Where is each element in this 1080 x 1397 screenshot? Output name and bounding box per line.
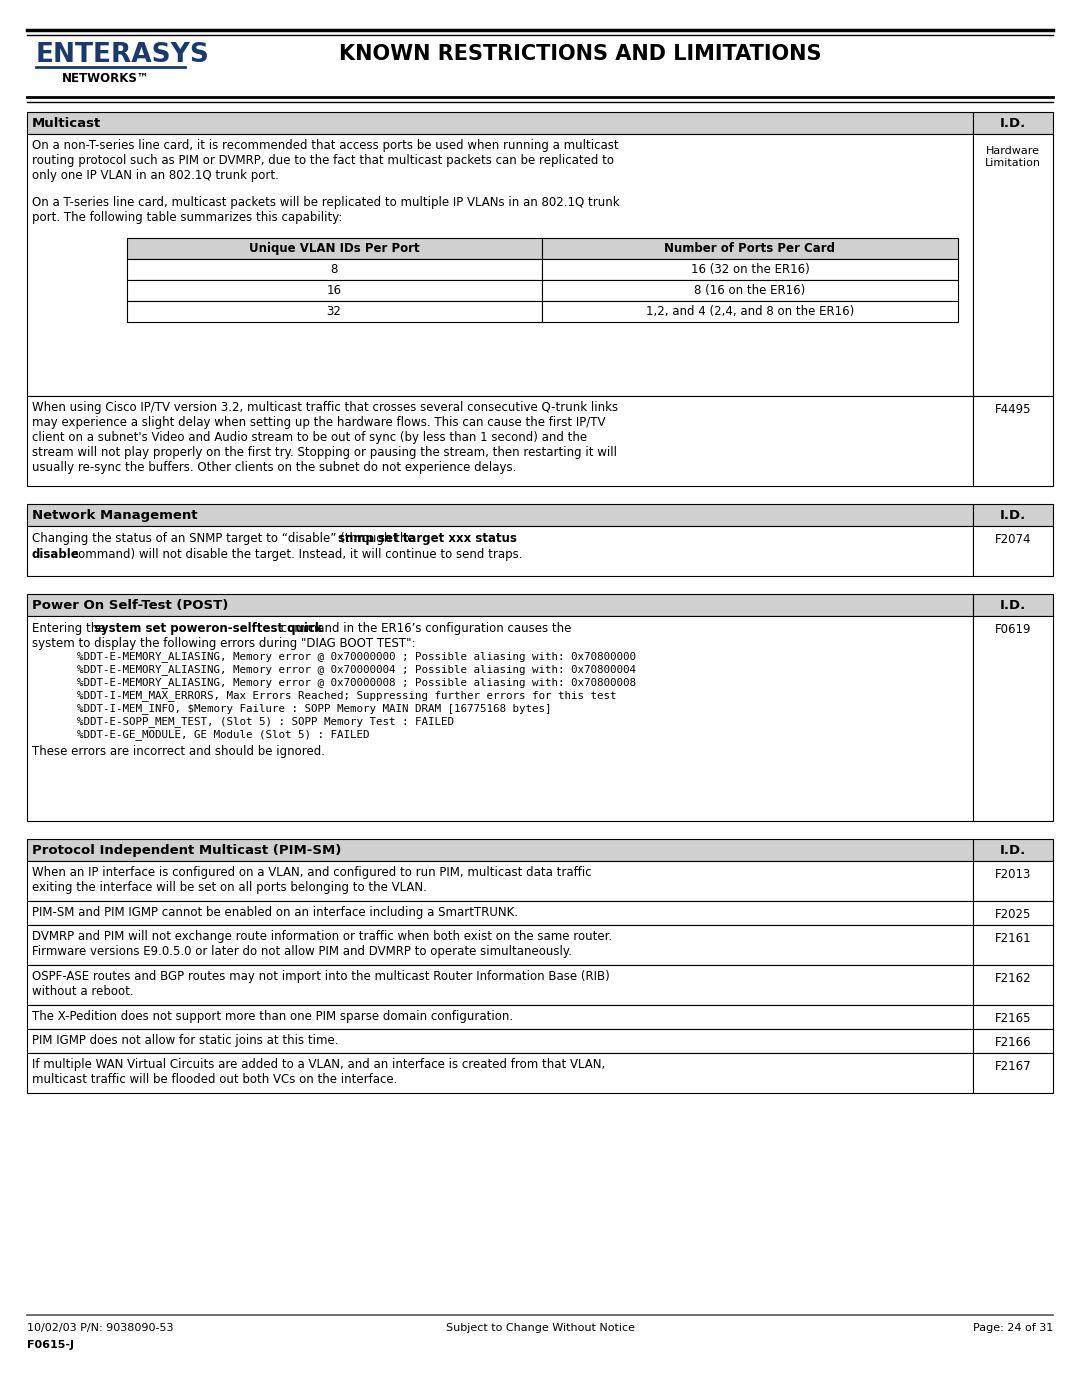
Text: OSPF-ASE routes and BGP routes may not import into the multicast Router Informat: OSPF-ASE routes and BGP routes may not i… [32,970,610,997]
Text: 8: 8 [330,263,338,277]
Text: DVMRP and PIM will not exchange route information or traffic when both exist on : DVMRP and PIM will not exchange route in… [32,930,612,958]
Bar [127,279,542,300]
Text: %DDT-I-MEM_INFO, $Memory Failure : SOPP Memory MAIN DRAM [16775168 bytes]: %DDT-I-MEM_INFO, $Memory Failure : SOPP … [77,703,552,714]
Text: F2025: F2025 [995,908,1031,921]
Text: command in the ER16’s configuration causes the: command in the ER16’s configuration caus… [278,622,571,636]
Bar [973,925,1053,965]
Text: F2165: F2165 [995,1011,1031,1025]
Text: 8 (16 on the ER16): 8 (16 on the ER16) [694,284,806,298]
Bar [973,112,1053,134]
Bar [542,258,958,279]
Bar [27,861,973,901]
Text: I.D.: I.D. [1000,509,1026,522]
Text: F2162: F2162 [995,972,1031,985]
Bar [27,504,973,527]
Bar [27,965,973,1004]
Text: Unique VLAN IDs Per Port: Unique VLAN IDs Per Port [248,242,419,256]
Bar [973,504,1053,527]
Bar [542,300,958,321]
Bar [973,594,1053,616]
Text: %DDT-E-MEMORY_ALIASING, Memory error @ 0x70000004 ; Possible aliasing with: 0x70: %DDT-E-MEMORY_ALIASING, Memory error @ 0… [77,664,636,675]
Bar [27,1004,973,1030]
Text: If multiple WAN Virtual Circuits are added to a VLAN, and an interface is create: If multiple WAN Virtual Circuits are add… [32,1058,605,1085]
Text: I.D.: I.D. [1000,117,1026,130]
Text: %DDT-E-SOPP_MEM_TEST, (Slot 5) : SOPP Memory Test : FAILED: %DDT-E-SOPP_MEM_TEST, (Slot 5) : SOPP Me… [77,717,454,726]
Text: 32: 32 [326,305,341,319]
Bar [27,527,973,576]
Text: command) will not disable the target. Instead, it will continue to send traps.: command) will not disable the target. In… [68,548,523,562]
Text: The X-Pedition does not support more than one PIM sparse domain configuration.: The X-Pedition does not support more tha… [32,1010,513,1023]
Bar [973,527,1053,576]
Bar [542,279,958,300]
Text: Multicast: Multicast [32,117,102,130]
Bar [127,300,542,321]
Text: 1,2, and 4 (2,4, and 8 on the ER16): 1,2, and 4 (2,4, and 8 on the ER16) [646,305,854,319]
Bar [127,258,542,279]
Bar [973,965,1053,1004]
Text: 16 (32 on the ER16): 16 (32 on the ER16) [690,263,809,277]
Text: Page: 24 of 31: Page: 24 of 31 [973,1323,1053,1333]
Text: On a T-series line card, multicast packets will be replicated to multiple IP VLA: On a T-series line card, multicast packe… [32,196,620,224]
Text: 16: 16 [326,284,341,298]
Text: These errors are incorrect and should be ignored.: These errors are incorrect and should be… [32,745,325,759]
Text: disable: disable [32,548,80,562]
Text: Number of Ports Per Card: Number of Ports Per Card [664,242,836,256]
Bar [973,395,1053,486]
Text: F2013: F2013 [995,868,1031,882]
Text: %DDT-E-MEMORY_ALIASING, Memory error @ 0x70000000 ; Possible aliasing with: 0x70: %DDT-E-MEMORY_ALIASING, Memory error @ 0… [77,651,636,662]
Text: F2161: F2161 [995,932,1031,944]
Text: F2166: F2166 [995,1037,1031,1049]
Text: Power On Self-Test (POST): Power On Self-Test (POST) [32,599,228,612]
Bar [27,395,973,486]
Text: F4495: F4495 [995,402,1031,416]
Bar [973,1004,1053,1030]
Bar [973,134,1053,395]
Text: snmp set target xxx status: snmp set target xxx status [338,532,517,545]
Text: PIM IGMP does not allow for static joins at this time.: PIM IGMP does not allow for static joins… [32,1034,338,1046]
Text: When using Cisco IP/TV version 3.2, multicast traffic that crosses several conse: When using Cisco IP/TV version 3.2, mult… [32,401,618,474]
Text: F2167: F2167 [995,1060,1031,1073]
Text: F0619: F0619 [995,623,1031,636]
Bar [973,840,1053,861]
Text: Subject to Change Without Notice: Subject to Change Without Notice [446,1323,635,1333]
Bar [27,616,973,821]
Text: %DDT-E-MEMORY_ALIASING, Memory error @ 0x70000008 ; Possible aliasing with: 0x70: %DDT-E-MEMORY_ALIASING, Memory error @ 0… [77,678,636,687]
Text: system to display the following errors during "DIAG BOOT TEST":: system to display the following errors d… [32,637,416,650]
Bar [973,616,1053,821]
Text: I.D.: I.D. [1000,599,1026,612]
Text: %DDT-I-MEM_MAX_ERRORS, Max Errors Reached; Suppressing further errors for this t: %DDT-I-MEM_MAX_ERRORS, Max Errors Reache… [77,690,617,701]
Bar [973,1030,1053,1053]
Text: On a non-T-series line card, it is recommended that access ports be used when ru: On a non-T-series line card, it is recom… [32,138,619,182]
Bar [27,112,973,134]
Text: I.D.: I.D. [1000,844,1026,856]
Bar [27,1030,973,1053]
Bar [127,237,542,258]
Text: NETWORKS™: NETWORKS™ [62,73,150,85]
Bar [973,861,1053,901]
Text: %DDT-E-GE_MODULE, GE Module (Slot 5) : FAILED: %DDT-E-GE_MODULE, GE Module (Slot 5) : F… [77,729,369,740]
Text: F0615-J: F0615-J [27,1340,75,1350]
Bar [27,1053,973,1092]
Text: Protocol Independent Multicast (PIM-SM): Protocol Independent Multicast (PIM-SM) [32,844,341,856]
Text: Network Management: Network Management [32,509,198,522]
Bar [27,594,973,616]
Text: F2074: F2074 [995,534,1031,546]
Bar [27,840,973,861]
Bar [27,925,973,965]
Text: Hardware
Limitation: Hardware Limitation [985,147,1041,168]
Bar [542,237,958,258]
Bar [27,134,973,395]
Text: ENTERASYS: ENTERASYS [36,42,210,68]
Text: When an IP interface is configured on a VLAN, and configured to run PIM, multica: When an IP interface is configured on a … [32,866,592,894]
Text: Changing the status of an SNMP target to “disable” (through the: Changing the status of an SNMP target to… [32,532,418,545]
Bar [973,1053,1053,1092]
Text: 10/02/03 P/N: 9038090-53: 10/02/03 P/N: 9038090-53 [27,1323,174,1333]
Text: Entering the: Entering the [32,622,109,636]
Text: system set poweron-selftest quick: system set poweron-selftest quick [94,622,323,636]
Bar [973,901,1053,925]
Text: PIM-SM and PIM IGMP cannot be enabled on an interface including a SmartTRUNK.: PIM-SM and PIM IGMP cannot be enabled on… [32,907,518,919]
Bar [27,901,973,925]
Text: KNOWN RESTRICTIONS AND LIMITATIONS: KNOWN RESTRICTIONS AND LIMITATIONS [339,43,821,64]
